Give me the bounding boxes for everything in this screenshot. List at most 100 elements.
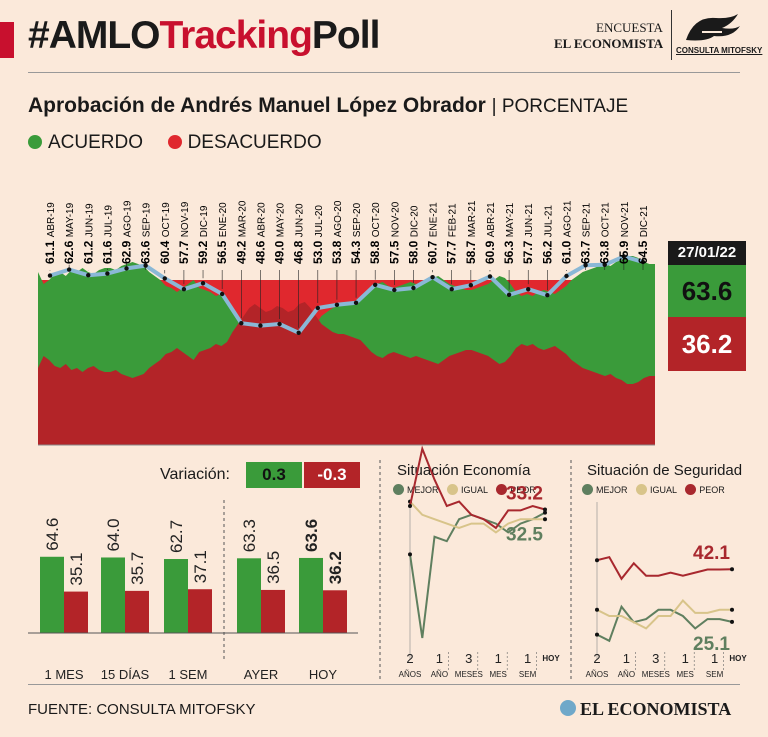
mejor-dot (393, 484, 404, 495)
monthly-label: 58.0 DIC-20 (406, 205, 420, 264)
mini-tick-unit: SEM (706, 670, 724, 679)
title-suffix: | PORCENTAJE (491, 96, 629, 117)
title-main: Aprobación de Andrés Manuel López Obrado… (28, 94, 486, 117)
mini-series-igual (596, 598, 732, 630)
economy-legend-mejor: MEJOR (407, 485, 439, 495)
mini-tick-number: 2 (593, 651, 600, 666)
agree-bar (164, 559, 188, 633)
mitofsky-logo (671, 10, 748, 60)
monthly-point (86, 273, 91, 278)
agree-legend-label: ACUERDO (48, 132, 144, 153)
bar-category-label: 15 DÍAS (101, 667, 150, 682)
economy-legend-igual: IGUAL (461, 485, 488, 495)
monthly-label: 63.7 SEP-21 (579, 202, 593, 264)
mini-end-label-mejor: 32.5 (506, 525, 543, 546)
agree-legend-dot (28, 135, 42, 149)
mini-end-point (730, 619, 734, 624)
disagree-bar (64, 591, 88, 633)
monthly-label: 49.0 MAY-20 (273, 202, 287, 264)
monthly-point (526, 287, 531, 292)
mini-tick-unit: AÑO (431, 670, 448, 679)
monthly-point (640, 259, 646, 265)
mini-series-peor (596, 555, 733, 581)
agree-bar (237, 558, 261, 633)
mini-end-label-peor: 42.1 (693, 543, 730, 564)
mini-start-point (408, 552, 412, 557)
chart-title: Aprobación de Andrés Manuel López Obrado… (28, 94, 628, 118)
publisher-label: EL ECONOMISTA (554, 36, 664, 51)
monthly-point (372, 282, 378, 287)
mini-tick-unit: MESES (642, 670, 670, 679)
security-title-text: Situación de Seguridad (587, 462, 743, 479)
mini-tick-number: 1 (682, 651, 689, 666)
mini-end-point (543, 510, 547, 515)
monthly-point (277, 321, 282, 327)
disagree-bar (125, 590, 149, 633)
mini-start-point (595, 558, 599, 563)
economy-title-text: Situación Economía (397, 462, 531, 479)
mini-series-igual (409, 500, 545, 534)
security-legend-peor: PEOR (699, 485, 725, 495)
encuesta-label: ENCUESTA (596, 20, 663, 35)
monthly-label: 58.7 MAR-21 (464, 200, 478, 264)
monthly-point (545, 293, 550, 298)
disagree-bar-label: 35.7 (128, 552, 147, 585)
mini-tick-unit: MES (490, 670, 507, 679)
mini-tick-unit: MESES (455, 670, 483, 679)
monthly-point (181, 287, 187, 292)
monthly-trend-line (49, 254, 644, 335)
disagree-legend-label: DESACUERDO (187, 132, 322, 153)
security-chart-title: Situación de Seguridad (587, 462, 742, 479)
mini-tick-unit: AÑOS (586, 670, 609, 679)
bar-category-label: 1 SEM (168, 667, 207, 682)
current-date: 27/01/22 (668, 241, 746, 265)
monthly-point (66, 267, 72, 272)
mini-tick-number: 1 (623, 651, 630, 666)
monthly-point (449, 287, 454, 292)
mini-end-point (730, 567, 734, 572)
mini-tick-number: 1 (436, 651, 443, 666)
monthly-label: 60.9 ABR-21 (483, 202, 497, 264)
monthly-point (353, 300, 359, 305)
disagree-bar-label: 36.5 (264, 551, 283, 584)
variation-agree: 0.3 (246, 462, 302, 488)
monthly-label: 63.8 OCT-21 (598, 202, 612, 264)
disagree-bar-label: 37.1 (191, 550, 210, 583)
mini-tick-number: 3 (465, 651, 472, 666)
security-legend-igual: IGUAL (650, 485, 677, 495)
mini-tick-unit: HOY (729, 654, 747, 663)
mini-tick-unit: SEM (519, 670, 537, 679)
monthly-point (506, 292, 512, 297)
mejor-dot (582, 484, 593, 495)
monthly-point (468, 283, 474, 288)
monthly-label: 57.7 NOV-19 (177, 201, 191, 264)
mini-end-point (730, 607, 734, 612)
agree-bar (40, 556, 64, 633)
monthly-point (392, 287, 397, 293)
monthly-label: 53.8 AGO-20 (330, 200, 344, 264)
bird-logo-icon (686, 14, 740, 41)
mini-tick-number: 2 (406, 651, 413, 666)
main-legend: ACUERDO DESACUERDO (28, 132, 322, 154)
monthly-label: 64.5 DIC-21 (636, 205, 650, 264)
peor-dot (685, 484, 697, 495)
agree-bar-label: 64.0 (104, 518, 123, 551)
monthly-label: 57.5 NOV-20 (387, 201, 401, 264)
logo-text: CONSULTA MITOFSKY (676, 46, 763, 55)
agree-bar-label: 62.7 (167, 520, 186, 553)
disagree-bar (188, 589, 212, 633)
monthly-label: 65.9 NOV-21 (617, 201, 631, 264)
monthly-point (411, 285, 416, 291)
disagree-bar (261, 589, 285, 633)
monthly-point (583, 263, 588, 268)
disagree-bar-label: 35.1 (67, 552, 86, 585)
monthly-label: 61.2 JUN-19 (81, 203, 95, 264)
monthly-label: 54.3 SEP-20 (349, 202, 363, 264)
monthly-label: 57.7 FEB-21 (445, 203, 459, 264)
monthly-label: 61.6 JUL-19 (100, 205, 114, 264)
variation-label: Variación: (160, 466, 230, 483)
monthly-point (487, 274, 493, 279)
disagree-legend-dot (167, 135, 182, 149)
